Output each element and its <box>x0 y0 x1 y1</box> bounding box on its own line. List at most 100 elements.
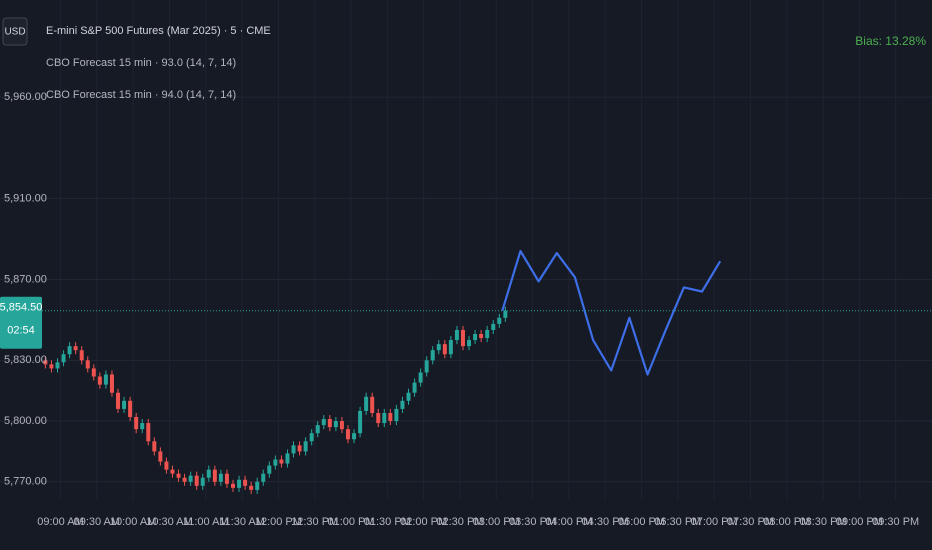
candle-body <box>261 473 266 482</box>
candle-body <box>176 473 181 478</box>
candle-body <box>352 433 357 440</box>
y-tick-label: 5,910.00 <box>4 192 47 204</box>
candle-body <box>237 479 242 488</box>
candle-body <box>333 421 338 428</box>
candle-body <box>376 412 381 424</box>
candle-body <box>436 344 441 351</box>
candle-body <box>67 346 72 355</box>
candle-body <box>79 350 84 361</box>
candle-body <box>140 423 145 430</box>
candle-body <box>291 445 296 454</box>
grid <box>0 0 932 500</box>
x-tick-label: 01:00 PM <box>327 516 374 528</box>
candle-body <box>200 477 205 486</box>
candle-body <box>309 433 314 442</box>
x-tick-label: 07:00 PM <box>691 516 738 528</box>
candle-body <box>109 374 114 393</box>
x-tick-label: 06:30 PM <box>654 516 701 528</box>
plot <box>0 249 932 494</box>
candle-body <box>424 360 429 373</box>
y-tick-label: 5,870.00 <box>4 273 47 285</box>
candle-body <box>49 364 54 369</box>
candle-body <box>231 483 235 488</box>
candle-body <box>170 469 175 474</box>
countdown-label: 02:54 <box>7 325 35 337</box>
candle-body <box>418 372 423 383</box>
x-tick-label: 09:00 AM <box>37 516 83 528</box>
candle-body <box>116 392 121 409</box>
candle-body <box>122 400 127 409</box>
candle-body <box>128 400 133 418</box>
x-tick-label: 04:00 PM <box>545 516 592 528</box>
candle-body <box>285 453 290 464</box>
candle-body <box>315 425 320 434</box>
candle-body <box>406 392 411 401</box>
candle-body <box>467 340 472 347</box>
candle-body <box>43 360 48 365</box>
candle-body <box>103 374 108 385</box>
candle-body <box>206 469 211 478</box>
candle-body <box>188 475 193 482</box>
x-tick-label: 08:30 PM <box>800 516 847 528</box>
indicator-label: CBO Forecast 15 min · 94.0 (14, 7, 14) <box>46 89 236 101</box>
candle-body <box>55 362 60 369</box>
bias-annotation: Bias: 13.28% <box>855 34 926 48</box>
candle-body <box>303 441 308 452</box>
candle-body <box>146 423 151 442</box>
indicator-label: CBO Forecast 15 min · 93.0 (14, 7, 14) <box>46 57 236 69</box>
x-tick-label: 08:00 PM <box>763 516 810 528</box>
candle-body <box>158 451 163 462</box>
candle-body <box>182 477 187 482</box>
x-tick-label: 11:30 AM <box>219 516 265 528</box>
candle-body <box>339 421 344 430</box>
candle-body <box>273 459 278 466</box>
candle-body <box>503 310 508 318</box>
x-tick-label: 04:30 PM <box>582 516 629 528</box>
candle-body <box>485 329 490 339</box>
x-tick-label: 12:30 PM <box>291 516 338 528</box>
candle-body <box>97 376 102 385</box>
candle-body <box>224 473 229 484</box>
candle-body <box>412 382 417 393</box>
candle-body <box>345 429 350 440</box>
candle-body <box>491 323 496 330</box>
currency-label[interactable]: USD <box>4 27 25 38</box>
candle-body <box>473 334 478 341</box>
candle-body <box>321 419 326 426</box>
candle-body <box>400 400 405 409</box>
candle-body <box>243 479 248 486</box>
x-tick-label: 07:30 PM <box>727 516 774 528</box>
candle-body <box>249 485 254 490</box>
x-tick-label: 10:00 AM <box>110 516 156 528</box>
x-tick-label: 09:30 PM <box>872 516 919 528</box>
x-tick-label: 06:00 PM <box>618 516 665 528</box>
currency-button[interactable] <box>2 17 28 46</box>
chart-title: E-mini S&P 500 Futures (Mar 2025) · 5 · … <box>46 25 271 37</box>
candle-body <box>388 412 393 422</box>
candle-body <box>61 354 66 363</box>
candle-body <box>218 473 223 482</box>
candle-body <box>497 317 502 324</box>
x-tick-label: 01:30 PM <box>364 516 411 528</box>
x-tick-label: 10:30 AM <box>146 516 192 528</box>
candle-body <box>327 419 332 428</box>
x-tick-label: 11:00 AM <box>183 516 229 528</box>
candle-body <box>73 346 78 351</box>
candle-body <box>364 396 369 411</box>
candle-body <box>394 408 399 422</box>
y-tick-label: 5,830.00 <box>4 354 47 366</box>
candle-body <box>279 459 284 464</box>
candle-body <box>454 329 459 341</box>
x-tick-label: 09:00 PM <box>836 516 883 528</box>
y-tick-label: 5,800.00 <box>4 415 47 427</box>
candle-body <box>164 461 169 470</box>
price-tag <box>0 296 42 349</box>
candle-body <box>358 410 363 434</box>
candle-body <box>152 441 157 452</box>
candle-body <box>194 475 199 486</box>
x-tick-label: 12:00 PM <box>255 516 302 528</box>
